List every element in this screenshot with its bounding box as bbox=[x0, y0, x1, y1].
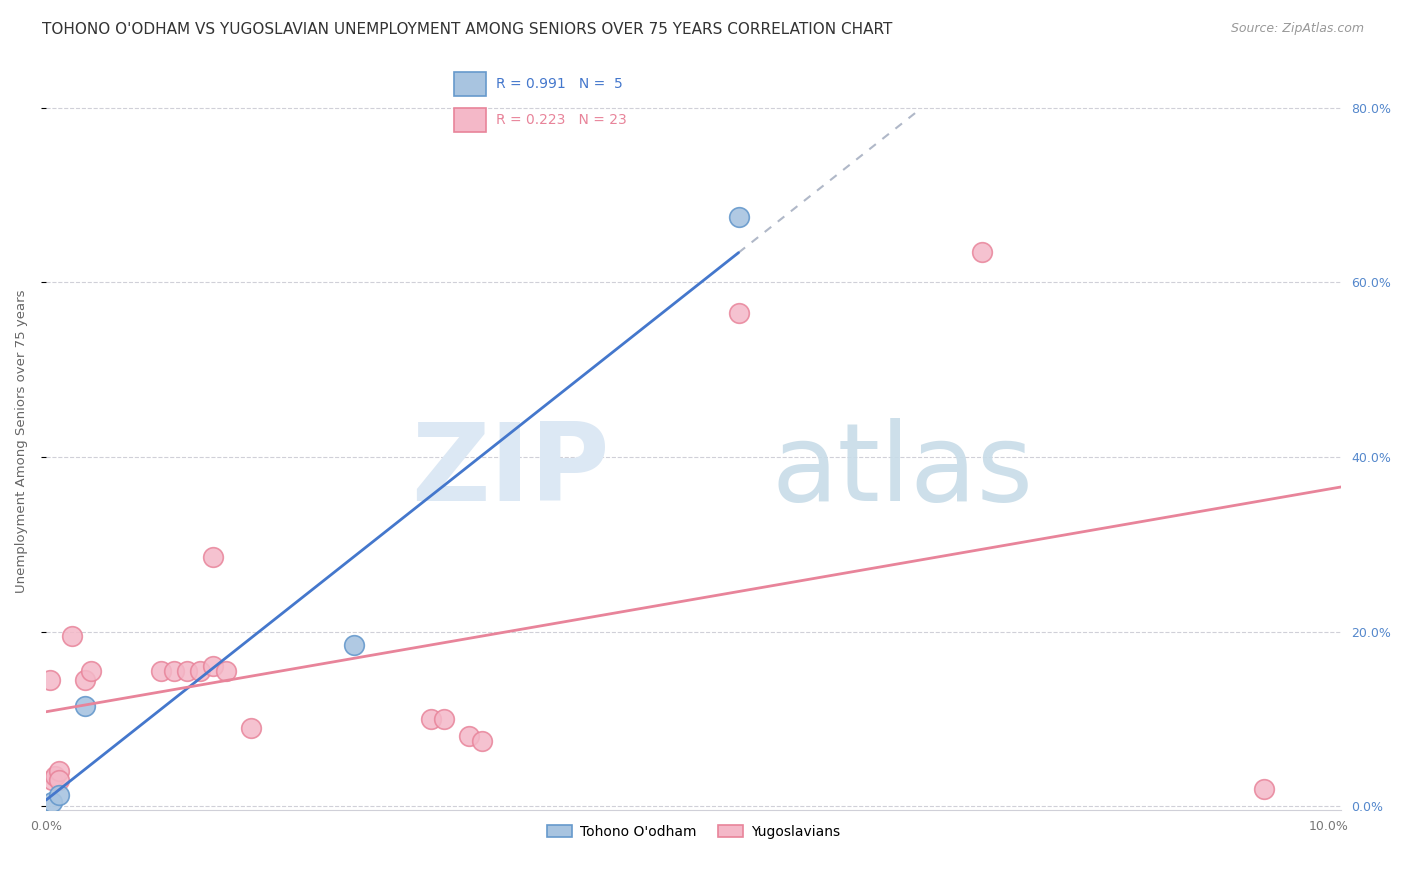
Point bbox=[433, 712, 456, 726]
Point bbox=[163, 664, 186, 678]
Point bbox=[201, 659, 224, 673]
Bar bbox=[454, 71, 485, 95]
Y-axis label: Unemployment Among Seniors over 75 years: Unemployment Among Seniors over 75 years bbox=[15, 290, 28, 593]
Point bbox=[214, 664, 236, 678]
Bar bbox=[454, 108, 485, 132]
Point bbox=[41, 795, 63, 809]
Point bbox=[240, 721, 263, 735]
Point bbox=[201, 550, 224, 565]
Point bbox=[188, 664, 211, 678]
Point bbox=[458, 729, 481, 743]
Point bbox=[80, 664, 103, 678]
Point bbox=[48, 788, 70, 802]
Point bbox=[48, 764, 70, 779]
Point bbox=[73, 698, 96, 713]
Text: R = 0.223   N = 23: R = 0.223 N = 23 bbox=[496, 113, 627, 127]
Point bbox=[48, 772, 70, 787]
Point bbox=[343, 638, 366, 652]
Point bbox=[727, 210, 749, 224]
Point bbox=[1253, 781, 1275, 796]
Point bbox=[727, 306, 749, 320]
Text: R = 0.991   N =  5: R = 0.991 N = 5 bbox=[496, 77, 623, 91]
Point bbox=[471, 733, 494, 747]
Point bbox=[150, 664, 173, 678]
Point bbox=[38, 673, 60, 687]
Point bbox=[176, 664, 198, 678]
Text: Source: ZipAtlas.com: Source: ZipAtlas.com bbox=[1230, 22, 1364, 36]
Point bbox=[41, 772, 63, 787]
Text: ZIP: ZIP bbox=[411, 418, 609, 524]
Point bbox=[419, 712, 441, 726]
Point bbox=[44, 768, 66, 782]
Point bbox=[60, 629, 83, 643]
Text: TOHONO O'ODHAM VS YUGOSLAVIAN UNEMPLOYMENT AMONG SENIORS OVER 75 YEARS CORRELATI: TOHONO O'ODHAM VS YUGOSLAVIAN UNEMPLOYME… bbox=[42, 22, 893, 37]
Point bbox=[972, 244, 994, 259]
Text: atlas: atlas bbox=[772, 418, 1033, 524]
Point bbox=[73, 673, 96, 687]
Legend: Tohono O'odham, Yugoslavians: Tohono O'odham, Yugoslavians bbox=[541, 819, 846, 844]
